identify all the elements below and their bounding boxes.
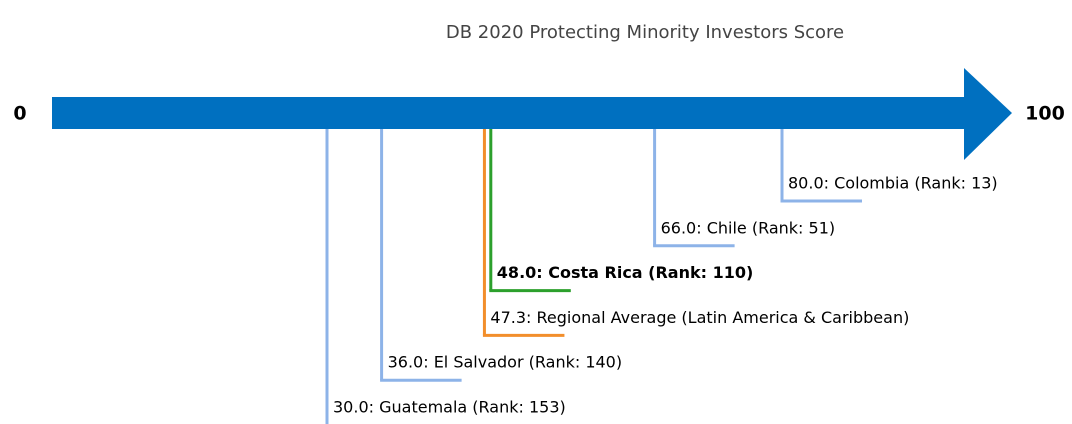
data-label: 80.0: Colombia (Rank: 13) (788, 174, 998, 193)
data-label: 48.0: Costa Rica (Rank: 110) (497, 263, 754, 282)
axis-arrow (52, 68, 1012, 160)
chart-title: DB 2020 Protecting Minority Investors Sc… (446, 22, 844, 43)
data-label: 66.0: Chile (Rank: 51) (661, 218, 836, 237)
data-label: 30.0: Guatemala (Rank: 153) (333, 398, 566, 417)
data-label: 47.3: Regional Average (Latin America & … (490, 308, 909, 327)
data-label: 36.0: El Salvador (Rank: 140) (388, 353, 623, 372)
x-tick-label: 100 (1025, 103, 1065, 125)
x-tick-label: 0 (13, 103, 26, 125)
